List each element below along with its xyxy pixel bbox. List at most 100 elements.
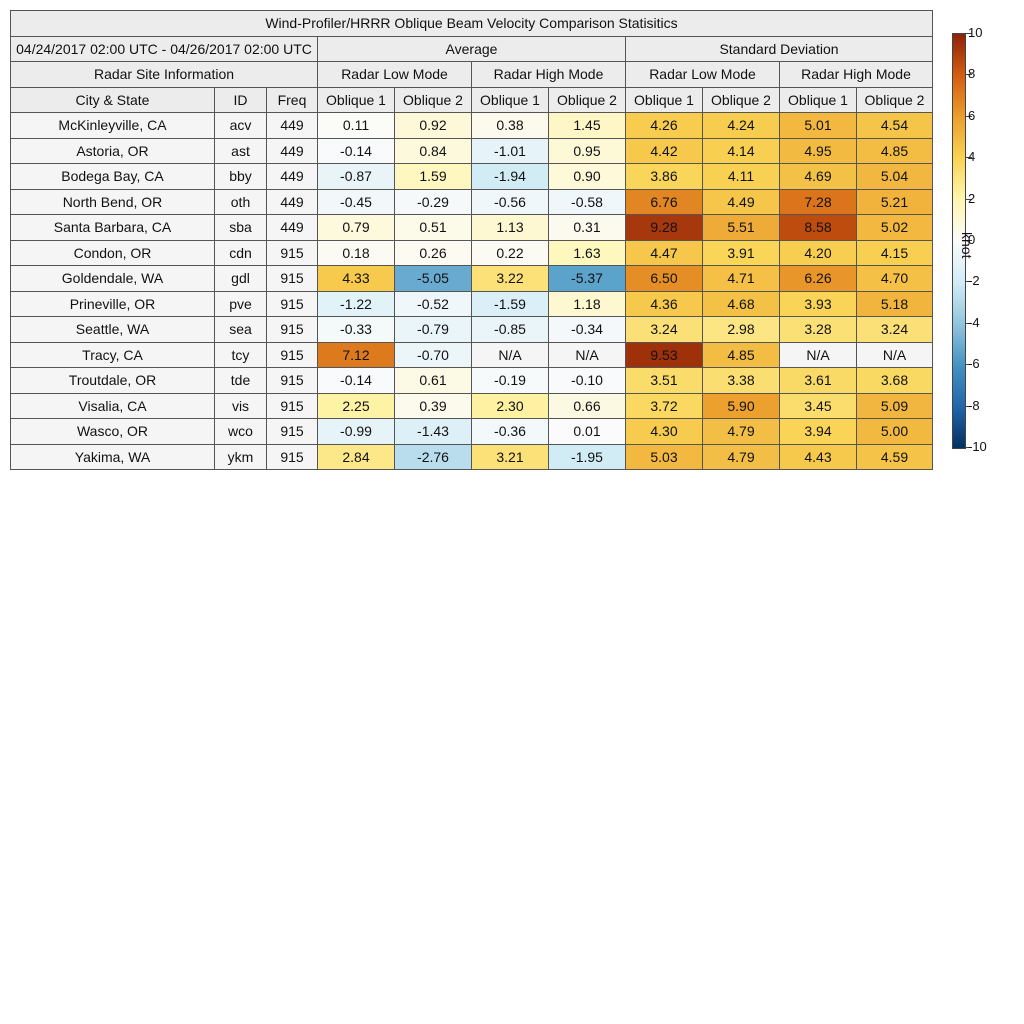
heatmap-cell: 4.14: [702, 137, 780, 164]
site-city: Yakima, WA: [10, 443, 215, 470]
heatmap-cell: 0.11: [317, 112, 395, 139]
colorbar-tick-label: -8: [968, 397, 980, 413]
heatmap-cell: 2.84: [317, 443, 395, 470]
site-freq: 449: [266, 163, 318, 190]
heatmap-cell: -2.76: [394, 443, 472, 470]
heatmap-cell: 5.03: [625, 443, 703, 470]
heatmap-cell: 1.18: [548, 290, 626, 317]
heatmap-cell: 0.51: [394, 214, 472, 241]
heatmap-cell: 3.38: [702, 367, 780, 394]
colorbar-tick: [966, 157, 972, 159]
heatmap-cell: 5.21: [856, 188, 933, 215]
table-row: Astoria, OR ast 449 -0.14 0.84 -1.01 0.95 4.42 4…: [10, 137, 933, 164]
colorbar-tick: [966, 281, 972, 283]
table-row: Condon, OR cdn 915 0.18 0.26 0.22 1.63 4.47 3.91…: [10, 239, 933, 266]
colorbar-tick-label: 2: [968, 190, 976, 206]
site-city: Astoria, OR: [10, 137, 215, 164]
site-freq: 915: [266, 392, 318, 419]
site-freq: 449: [266, 112, 318, 139]
heatmap-cell: 5.09: [856, 392, 933, 419]
heatmap-cell: 4.85: [702, 341, 780, 368]
site-city: Goldendale, WA: [10, 265, 215, 292]
table-row: Seattle, WA sea 915 -0.33 -0.79 -0.85 -0.34 3.2…: [10, 316, 933, 343]
heatmap-cell: 4.59: [856, 443, 933, 470]
table-row: Troutdale, OR tde 915 -0.14 0.61 -0.19 -0.10 3.…: [10, 367, 933, 394]
heatmap-cell: 3.28: [779, 316, 857, 343]
heatmap-cell: -1.01: [471, 137, 549, 164]
heatmap-cell: 3.91: [702, 239, 780, 266]
heatmap-cell: 3.51: [625, 367, 703, 394]
heatmap-cell: 4.20: [779, 239, 857, 266]
heatmap-cell: 3.22: [471, 265, 549, 292]
colorbar-tick-label: -10: [968, 439, 987, 454]
heatmap-cell: -0.19: [471, 367, 549, 394]
site-freq: 915: [266, 239, 318, 266]
table-row: McKinleyville, CA acv 449 0.11 0.92 0.38 1.45 4…: [10, 112, 933, 139]
heatmap-cell: 4.49: [702, 188, 780, 215]
site-freq: 449: [266, 214, 318, 241]
heatmap-cell: 8.58: [779, 214, 857, 241]
site-id: acv: [214, 112, 267, 139]
heatmap-cell: 5.02: [856, 214, 933, 241]
heatmap-cell: N/A: [548, 341, 626, 368]
heatmap-cell: 9.53: [625, 341, 703, 368]
site-id: sea: [214, 316, 267, 343]
heatmap-cell: -1.94: [471, 163, 549, 190]
table-row: Visalia, CA vis 915 2.25 0.39 2.30 0.66 3.72 5.9…: [10, 392, 933, 419]
colorbar-tick: [966, 198, 972, 200]
heatmap-cell: 3.68: [856, 367, 933, 394]
heatmap-cell: 3.94: [779, 418, 857, 445]
heatmap-cell: N/A: [856, 341, 933, 368]
heatmap-cell: 2.98: [702, 316, 780, 343]
site-city: Seattle, WA: [10, 316, 215, 343]
table-row: Tracy, CA tcy 915 7.12 -0.70 N/A N/A 9.53 4.85 N/…: [10, 341, 933, 368]
heatmap-cell: -0.33: [317, 316, 395, 343]
heatmap-cell: 4.68: [702, 290, 780, 317]
site-freq: 915: [266, 290, 318, 317]
site-city: North Bend, OR: [10, 188, 215, 215]
colorbar-tick-label: -4: [968, 314, 980, 330]
heatmap-cell: -0.14: [317, 137, 395, 164]
site-city: Santa Barbara, CA: [10, 214, 215, 241]
colorbar-tick: [966, 240, 972, 241]
table-row: Santa Barbara, CA sba 449 0.79 0.51 1.13 0.31 9…: [10, 214, 933, 241]
site-id: sba: [214, 214, 267, 241]
heatmap-cell: 6.50: [625, 265, 703, 292]
heatmap-cell: 0.31: [548, 214, 626, 241]
heatmap-cell: 9.28: [625, 214, 703, 241]
table-row: North Bend, OR oth 449 -0.45 -0.29 -0.56 -0.58…: [10, 188, 933, 215]
site-info-header: Radar Site Information: [10, 61, 318, 88]
site-city: Condon, OR: [10, 239, 215, 266]
std-low-mode-header: Radar Low Mode: [625, 61, 780, 88]
heatmap-cell: N/A: [471, 341, 549, 368]
colorbar-tick-label: 8: [968, 66, 976, 82]
colorbar-tick-label: 4: [968, 149, 976, 165]
heatmap-cell: -1.59: [471, 290, 549, 317]
table-row: Goldendale, WA gdl 915 4.33 -5.05 3.22 -5.37 6.…: [10, 265, 933, 292]
site-id: tcy: [214, 341, 267, 368]
heatmap-cell: -1.95: [548, 443, 626, 470]
heatmap-cell: 4.30: [625, 418, 703, 445]
table-row: Bodega Bay, CA bby 449 -0.87 1.59 -1.94 0.90 3.…: [10, 163, 933, 190]
heatmap-cell: 1.59: [394, 163, 472, 190]
site-freq: 915: [266, 265, 318, 292]
heatmap-cell: N/A: [779, 341, 857, 368]
table-title: Wind-Profiler/HRRR Oblique Beam Velocity…: [10, 10, 933, 37]
heatmap-cell: 5.51: [702, 214, 780, 241]
colorbar-unit-label: knot: [959, 232, 975, 259]
colorbar-tick: [966, 322, 972, 324]
col-header-oblique: Oblique 2: [856, 86, 933, 113]
site-id: cdn: [214, 239, 267, 266]
heatmap-cell: 0.84: [394, 137, 472, 164]
table-row: Yakima, WA ykm 915 2.84 -2.76 3.21 -1.95 5.03 4.…: [10, 443, 933, 470]
colorbar-tick: [966, 33, 972, 34]
site-city: Troutdale, OR: [10, 367, 215, 394]
heatmap-cell: 0.18: [317, 239, 395, 266]
site-freq: 449: [266, 188, 318, 215]
table-row: Wasco, OR wco 915 -0.99 -1.43 -0.36 0.01 4.30 4.…: [10, 418, 933, 445]
heatmap-cell: 7.12: [317, 341, 395, 368]
site-freq: 915: [266, 341, 318, 368]
heatmap-cell: 0.01: [548, 418, 626, 445]
heatmap-cell: -0.36: [471, 418, 549, 445]
colorbar-tick: [966, 447, 972, 448]
